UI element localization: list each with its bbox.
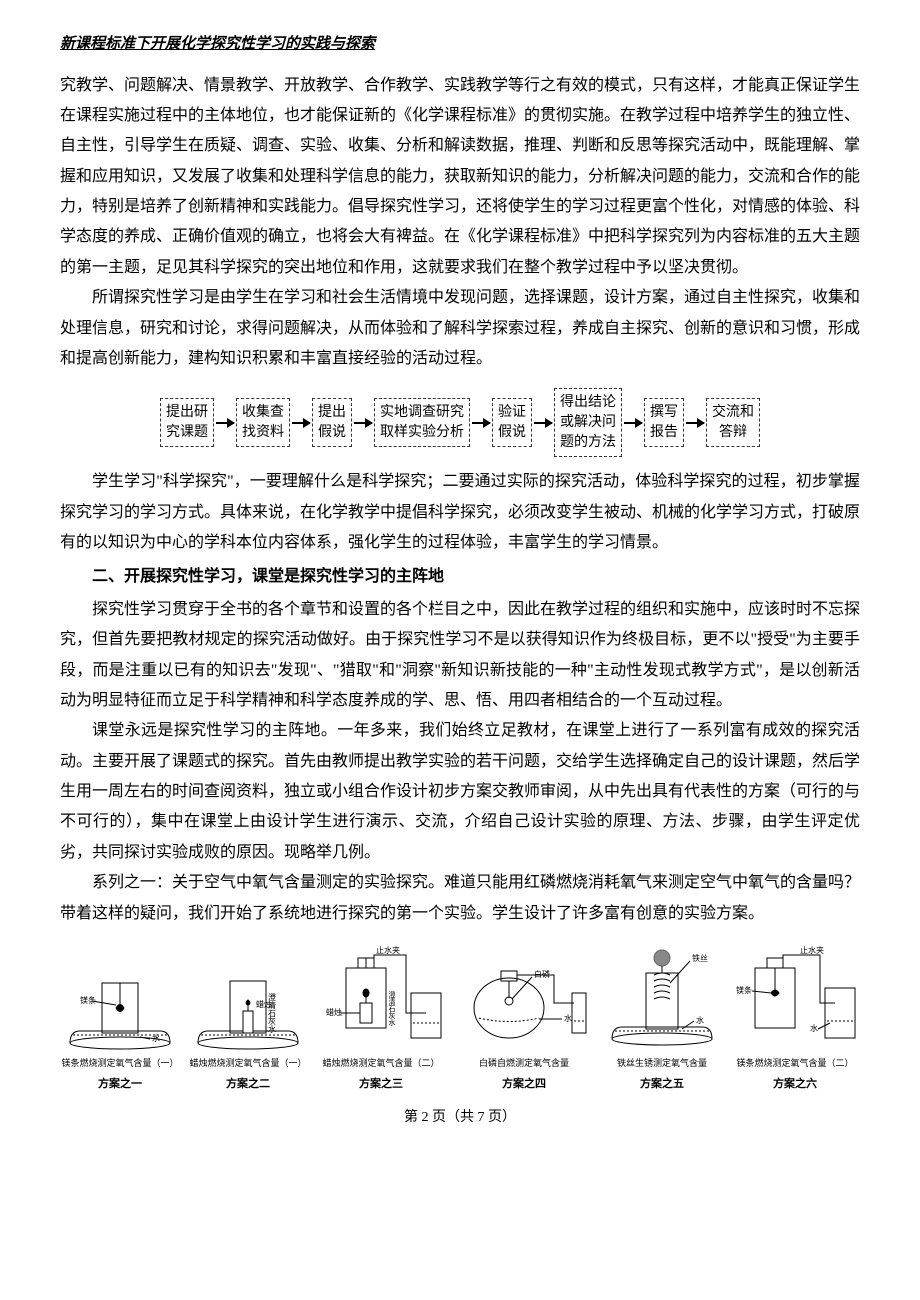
figure: 止水夹 镁条 水 镁条燃烧测定氧气含量（二） 方案之六	[730, 943, 860, 1095]
svg-text:水: 水	[564, 1013, 572, 1023]
flow-box: 撰写报告	[644, 398, 684, 447]
arrow-icon	[686, 422, 704, 424]
figure: 铁丝 水 铁丝生锈测定氧气含量 方案之五	[602, 943, 722, 1095]
svg-text:澄清石灰水: 澄清石灰水	[268, 992, 277, 1033]
experiment-diagram-icon: 蜡烛 澄清石灰水	[188, 953, 308, 1053]
figure: 止水夹 蜡烛 澄清石灰水 蜡烛燃烧测定氧气含量（二） 方案之三	[316, 943, 446, 1095]
figures-row: 镁条 水 镁条燃烧测定氧气含量（一） 方案之一 蜡烛 澄清石灰水	[60, 943, 860, 1095]
flow-box: 得出结论或解决问题的方法	[554, 388, 622, 457]
svg-text:白磷: 白磷	[534, 969, 550, 979]
figure: 镁条 水 镁条燃烧测定氧气含量（一） 方案之一	[60, 953, 180, 1095]
svg-text:水: 水	[810, 1023, 818, 1033]
experiment-diagram-icon: 白磷 水	[454, 953, 594, 1053]
page-footer: 第 2 页（共 7 页）	[60, 1105, 860, 1132]
figure-caption: 镁条燃烧测定氧气含量（一）	[61, 1055, 178, 1072]
paragraph: 课堂永远是探究性学习的主阵地。一年多来，我们始终立足教材，在课堂上进行了一系列富…	[60, 716, 860, 868]
flow-box: 提出假说	[312, 398, 352, 447]
flow-box: 收集查找资料	[236, 398, 290, 447]
paragraph: 所谓探究性学习是由学生在学习和社会生活情境中发现问题，选择课题，设计方案，通过自…	[60, 283, 860, 374]
arrow-icon	[624, 422, 642, 424]
arrow-icon	[216, 422, 234, 424]
paragraph: 探究性学习贯穿于全书的各个章节和设置的各个栏目之中，因此在教学过程的组织和实施中…	[60, 595, 860, 717]
flow-box: 交流和答辩	[706, 398, 760, 447]
figure-caption: 白磷自燃测定氧气含量	[479, 1055, 569, 1072]
figure-caption: 蜡烛燃烧测定氧气含量（一）	[189, 1055, 306, 1072]
figure-label: 方案之三	[359, 1074, 403, 1095]
flow-box: 验证假说	[492, 398, 532, 447]
body-text: 学生学习"科学探究"，一要理解什么是科学探究；二要通过实际的探究活动，体验科学探…	[60, 467, 860, 929]
running-header: 新课程标准下开展化学探究性学习的实践与探索	[60, 30, 860, 61]
experiment-diagram-icon: 镁条 水	[60, 953, 180, 1053]
figure: 蜡烛 澄清石灰水 蜡烛燃烧测定氧气含量（一） 方案之二	[188, 953, 308, 1095]
svg-text:镁条: 镁条	[80, 995, 96, 1005]
svg-text:蜡烛: 蜡烛	[326, 1007, 342, 1017]
experiment-diagram-icon: 止水夹 镁条 水	[730, 943, 860, 1053]
flowchart: 提出研究课题 收集查找资料 提出假说 实地调查研究取样实验分析 验证假说 得出结…	[60, 388, 860, 457]
experiment-diagram-icon: 止水夹 蜡烛 澄清石灰水	[316, 943, 446, 1053]
paragraph: 学生学习"科学探究"，一要理解什么是科学探究；二要通过实际的探究活动，体验科学探…	[60, 467, 860, 558]
figure-label: 方案之二	[226, 1074, 270, 1095]
figure-label: 方案之四	[502, 1074, 546, 1095]
svg-text:澄清石灰水: 澄清石灰水	[388, 990, 396, 1026]
svg-text:止水夹: 止水夹	[376, 945, 400, 955]
figure-label: 方案之一	[98, 1074, 142, 1095]
figure-caption: 镁条燃烧测定氧气含量（二）	[736, 1055, 853, 1072]
arrow-icon	[534, 422, 552, 424]
arrow-icon	[292, 422, 310, 424]
experiment-diagram-icon: 铁丝 水	[602, 943, 722, 1053]
arrow-icon	[472, 422, 490, 424]
figure: 白磷 水 白磷自燃测定氧气含量 方案之四	[454, 953, 594, 1095]
figure-caption: 铁丝生锈测定氧气含量	[617, 1055, 707, 1072]
svg-text:镁条: 镁条	[736, 985, 752, 995]
figure-label: 方案之五	[640, 1074, 684, 1095]
body-text: 究教学、问题解决、情景教学、开放教学、合作教学、实践教学等行之有效的模式，只有这…	[60, 71, 860, 375]
svg-text:止水夹: 止水夹	[800, 945, 824, 955]
flow-box: 实地调查研究取样实验分析	[374, 398, 470, 447]
arrow-icon	[354, 422, 372, 424]
flow-box: 提出研究课题	[160, 398, 214, 447]
svg-text:铁丝: 铁丝	[692, 953, 708, 963]
paragraph: 系列之一：关于空气中氧气含量测定的实验探究。难道只能用红磷燃烧消耗氧气来测定空气…	[60, 868, 860, 929]
figure-caption: 蜡烛燃烧测定氧气含量（二）	[322, 1055, 439, 1072]
paragraph: 究教学、问题解决、情景教学、开放教学、合作教学、实践教学等行之有效的模式，只有这…	[60, 71, 860, 284]
section-heading: 二、开展探究性学习，课堂是探究性学习的主阵地	[60, 562, 860, 592]
figure-label: 方案之六	[773, 1074, 817, 1095]
svg-text:水: 水	[696, 1015, 704, 1025]
